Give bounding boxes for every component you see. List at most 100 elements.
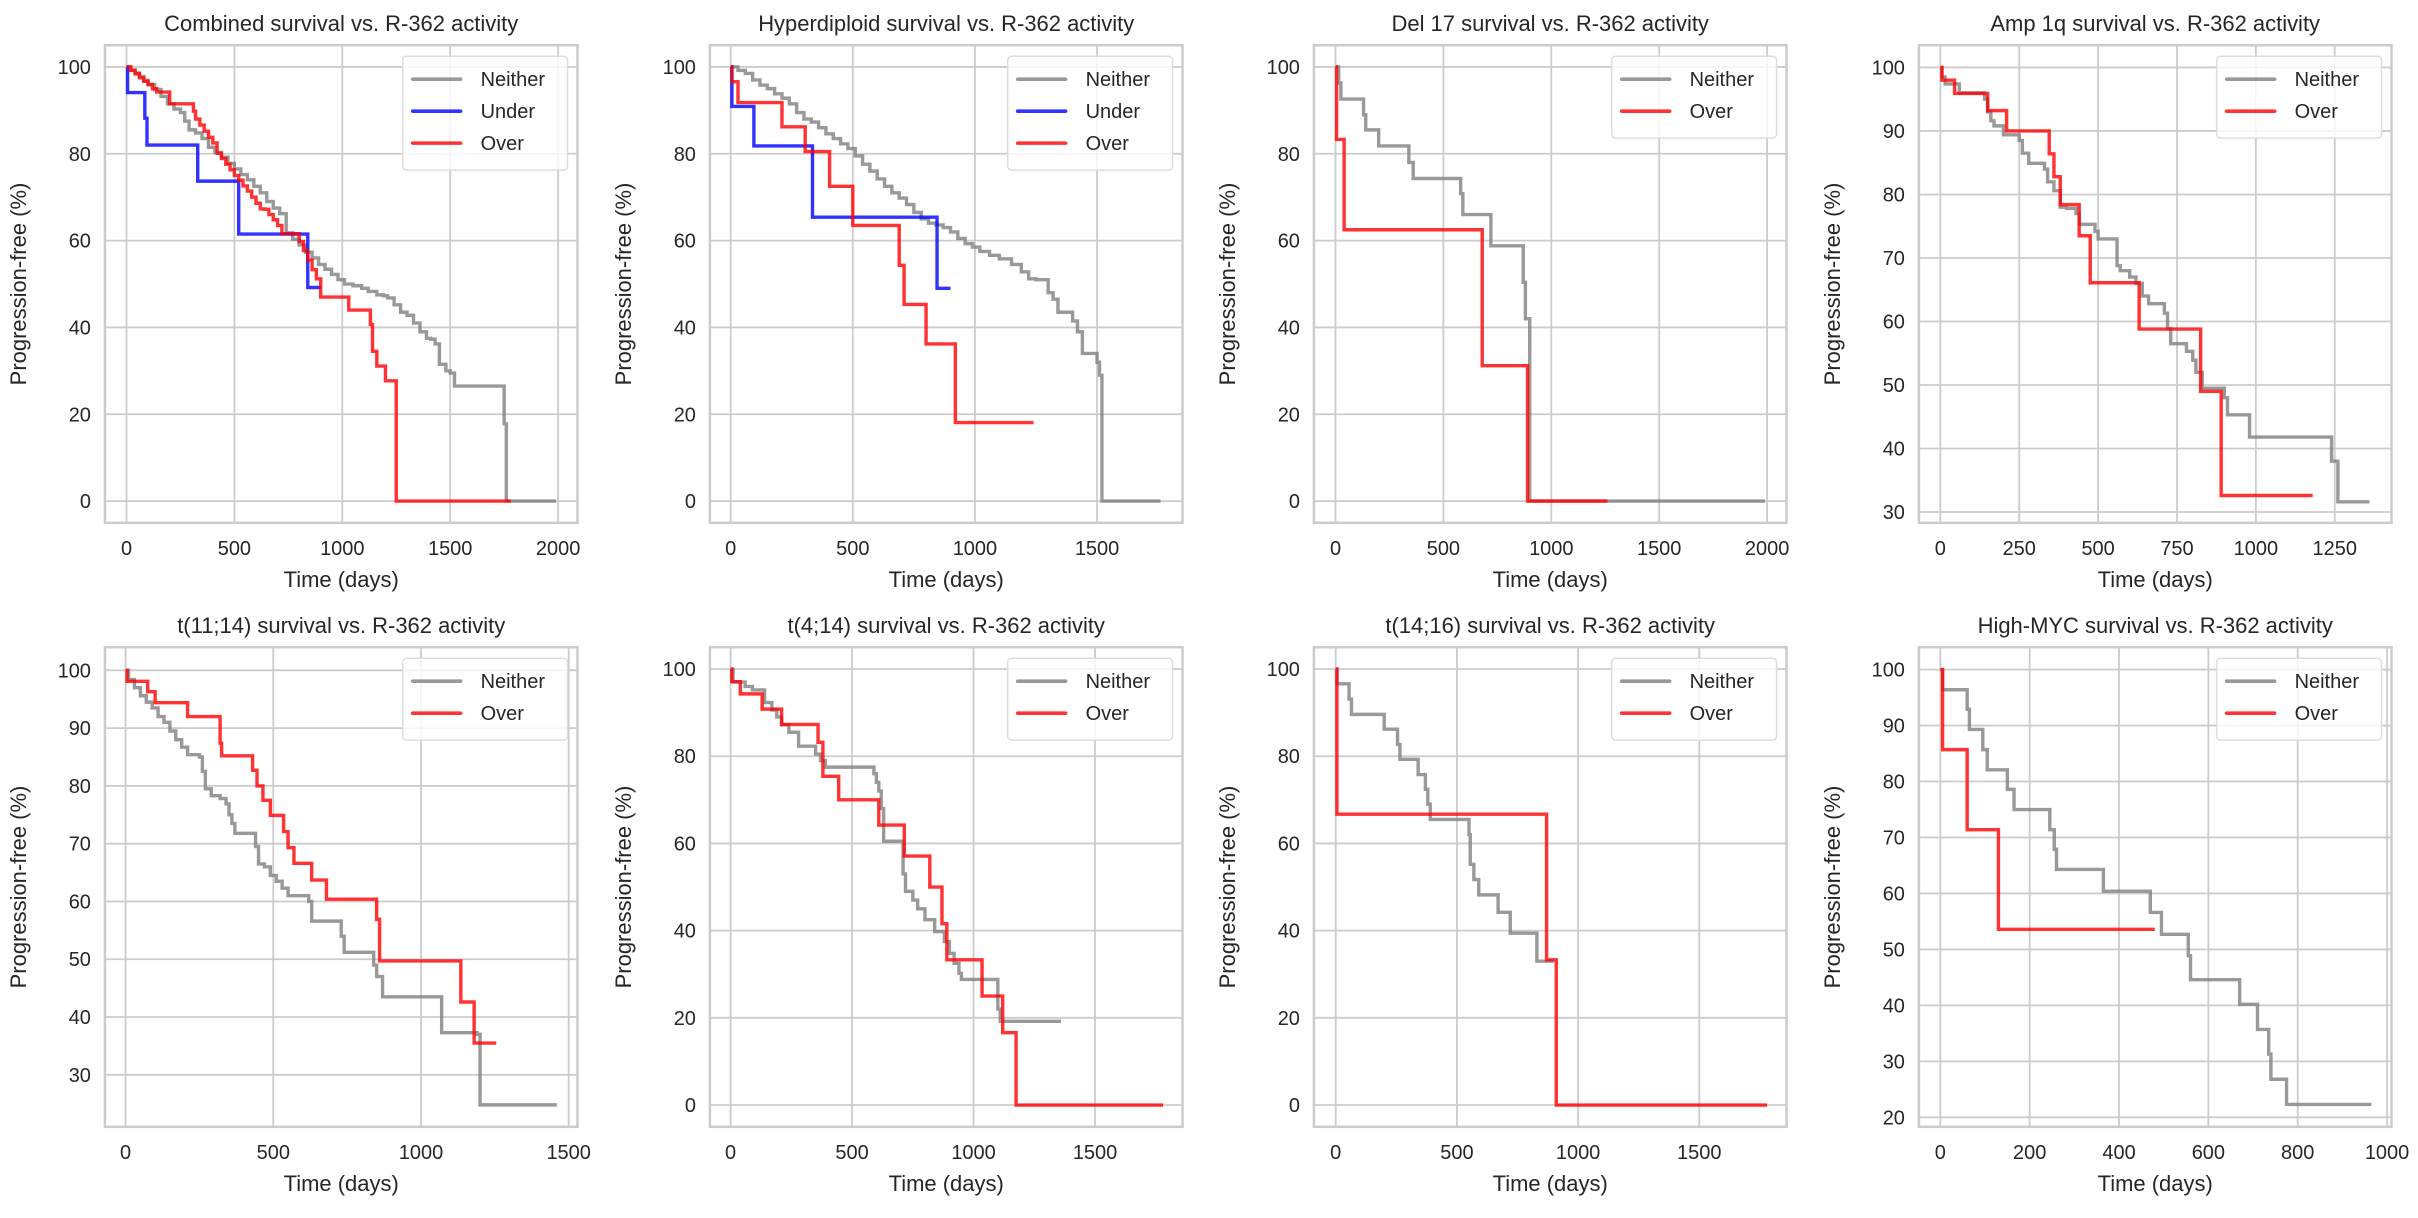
gridlines — [709, 45, 1183, 523]
y-axis-label: Progression-free (%) — [610, 786, 635, 989]
x-tick-label: 1000 — [399, 1142, 443, 1164]
x-tick-label: 1500 — [428, 538, 472, 560]
y-tick-label: 60 — [1278, 833, 1300, 855]
legend: Neither Over — [2215, 55, 2382, 139]
y-tick-label: 60 — [1882, 883, 1904, 905]
axes-frame — [103, 645, 579, 1129]
y-tick-label: 0 — [684, 491, 695, 513]
chart-svg: Hyperdiploid survival vs. R-362 activity… — [610, 11, 1184, 592]
y-tick-label: 80 — [1882, 772, 1904, 794]
x-tick-label: 200 — [2013, 1142, 2046, 1164]
y-axis-label: Progression-free (%) — [610, 183, 635, 386]
series-line-neither — [126, 65, 556, 503]
y-tick-label: 60 — [673, 833, 695, 855]
y-tick-label: 60 — [1278, 231, 1300, 253]
legend-box — [2215, 657, 2382, 741]
legend-label-over: Over — [1690, 101, 1734, 123]
legend-label-neither: Neither — [1690, 671, 1755, 693]
series-line-over — [729, 65, 1034, 425]
legend-box — [2215, 55, 2382, 139]
legend-label-under: Under — [1085, 101, 1140, 123]
y-tick-label: 50 — [69, 949, 91, 971]
x-tick-label: 500 — [2081, 538, 2114, 560]
legend: Neither Under Over — [401, 55, 569, 171]
x-axis-label: Time (days) — [1493, 567, 1608, 592]
legend: Neither Over — [1610, 657, 1778, 741]
legend-label-over: Over — [481, 703, 525, 725]
y-tick-label: 100 — [1267, 659, 1300, 681]
x-tick-label: 1000 — [952, 538, 996, 560]
chart-title: Combined survival vs. R-362 activity — [164, 11, 518, 36]
y-tick-label: 80 — [673, 144, 695, 166]
y-axis-label: Progression-free (%) — [1215, 786, 1240, 989]
series-line-under — [125, 65, 321, 290]
chart-title: Amp 1q survival vs. R-362 activity — [1990, 11, 2320, 36]
y-axis-label: Progression-free (%) — [1819, 786, 1844, 989]
y-tick-label: 70 — [1882, 827, 1904, 849]
chart-title: t(11;14) survival vs. R-362 activity — [177, 613, 505, 638]
legend-label-neither: Neither — [1690, 69, 1755, 91]
series-group — [729, 667, 1163, 1107]
legend-label-over: Over — [1085, 703, 1129, 725]
chart-panel-high-myc: High-MYC survival vs. R-362 activity 0 200… — [1814, 609, 2418, 1218]
x-tick-label: 0 — [1934, 538, 1945, 560]
x-tick-label: 2000 — [1745, 538, 1789, 560]
chart-svg: t(4;14) survival vs. R-362 activity 0 500 1… — [610, 613, 1184, 1196]
legend-label-neither: Neither — [1085, 69, 1150, 91]
chart-panel-hyperdiploid: Hyperdiploid survival vs. R-362 activity… — [605, 0, 1209, 609]
series-group — [729, 65, 1161, 503]
series-line-over — [126, 65, 511, 503]
x-tick-label: 500 — [257, 1142, 290, 1164]
x-tick-label: 500 — [1427, 538, 1460, 560]
y-tick-label: 40 — [1278, 921, 1300, 943]
legend-label-neither: Neither — [2294, 671, 2359, 693]
y-tick-label: 100 — [58, 660, 91, 682]
x-tick-label: 1000 — [2233, 538, 2277, 560]
x-tick-label: 1500 — [1074, 538, 1118, 560]
legend-box — [1610, 55, 1778, 139]
y-tick-label: 50 — [1882, 375, 1904, 397]
legend-label-over: Over — [2294, 101, 2338, 123]
x-tick-label: 0 — [725, 538, 736, 560]
x-tick-label: 400 — [2102, 1142, 2135, 1164]
series-group — [1334, 65, 1765, 503]
series-line-neither — [125, 668, 557, 1107]
legend-label-over: Over — [2294, 703, 2338, 725]
legend: Neither Under Over — [1006, 55, 1173, 171]
series-line-over — [1939, 667, 2155, 931]
axes-frame — [1917, 645, 2393, 1129]
y-tick-label: 100 — [1871, 660, 1904, 682]
y-tick-label: 100 — [58, 57, 91, 79]
axes-frame — [103, 43, 579, 525]
legend-label-over: Over — [1085, 133, 1129, 155]
legend-label-neither: Neither — [481, 671, 546, 693]
axes-frame — [708, 645, 1184, 1129]
series-group — [1335, 667, 1768, 1107]
chart-title: t(4;14) survival vs. R-362 activity — [787, 613, 1104, 638]
y-tick-label: 70 — [1882, 248, 1904, 270]
series-line-neither — [1939, 667, 2371, 1107]
y-axis-label: Progression-free (%) — [6, 786, 31, 989]
y-tick-label: 0 — [684, 1095, 695, 1117]
series-group — [125, 668, 557, 1107]
y-tick-label: 40 — [69, 1007, 91, 1029]
legend-box — [1610, 657, 1778, 741]
x-axis-label: Time (days) — [2097, 567, 2212, 592]
legend-box — [1006, 657, 1173, 741]
y-tick-label: 20 — [69, 404, 91, 426]
series-line-over — [1334, 65, 1608, 503]
chart-panel-t-14-16: t(14;16) survival vs. R-362 activity 0 500… — [1209, 609, 1813, 1218]
y-tick-label: 70 — [69, 834, 91, 856]
series-line-over — [1939, 65, 2313, 498]
chart-panel-t-11-14: t(11;14) survival vs. R-362 activity 0 500… — [0, 609, 604, 1218]
y-tick-label: 100 — [662, 659, 695, 681]
y-tick-label: 90 — [69, 718, 91, 740]
axes-frame — [1312, 43, 1788, 525]
y-tick-label: 80 — [69, 144, 91, 166]
legend-label-under: Under — [481, 101, 536, 123]
x-tick-label: 1500 — [1072, 1142, 1116, 1164]
y-tick-label: 0 — [1289, 491, 1300, 513]
legend-box — [401, 657, 569, 741]
x-tick-label: 250 — [2002, 538, 2035, 560]
x-tick-label: 0 — [725, 1142, 736, 1164]
